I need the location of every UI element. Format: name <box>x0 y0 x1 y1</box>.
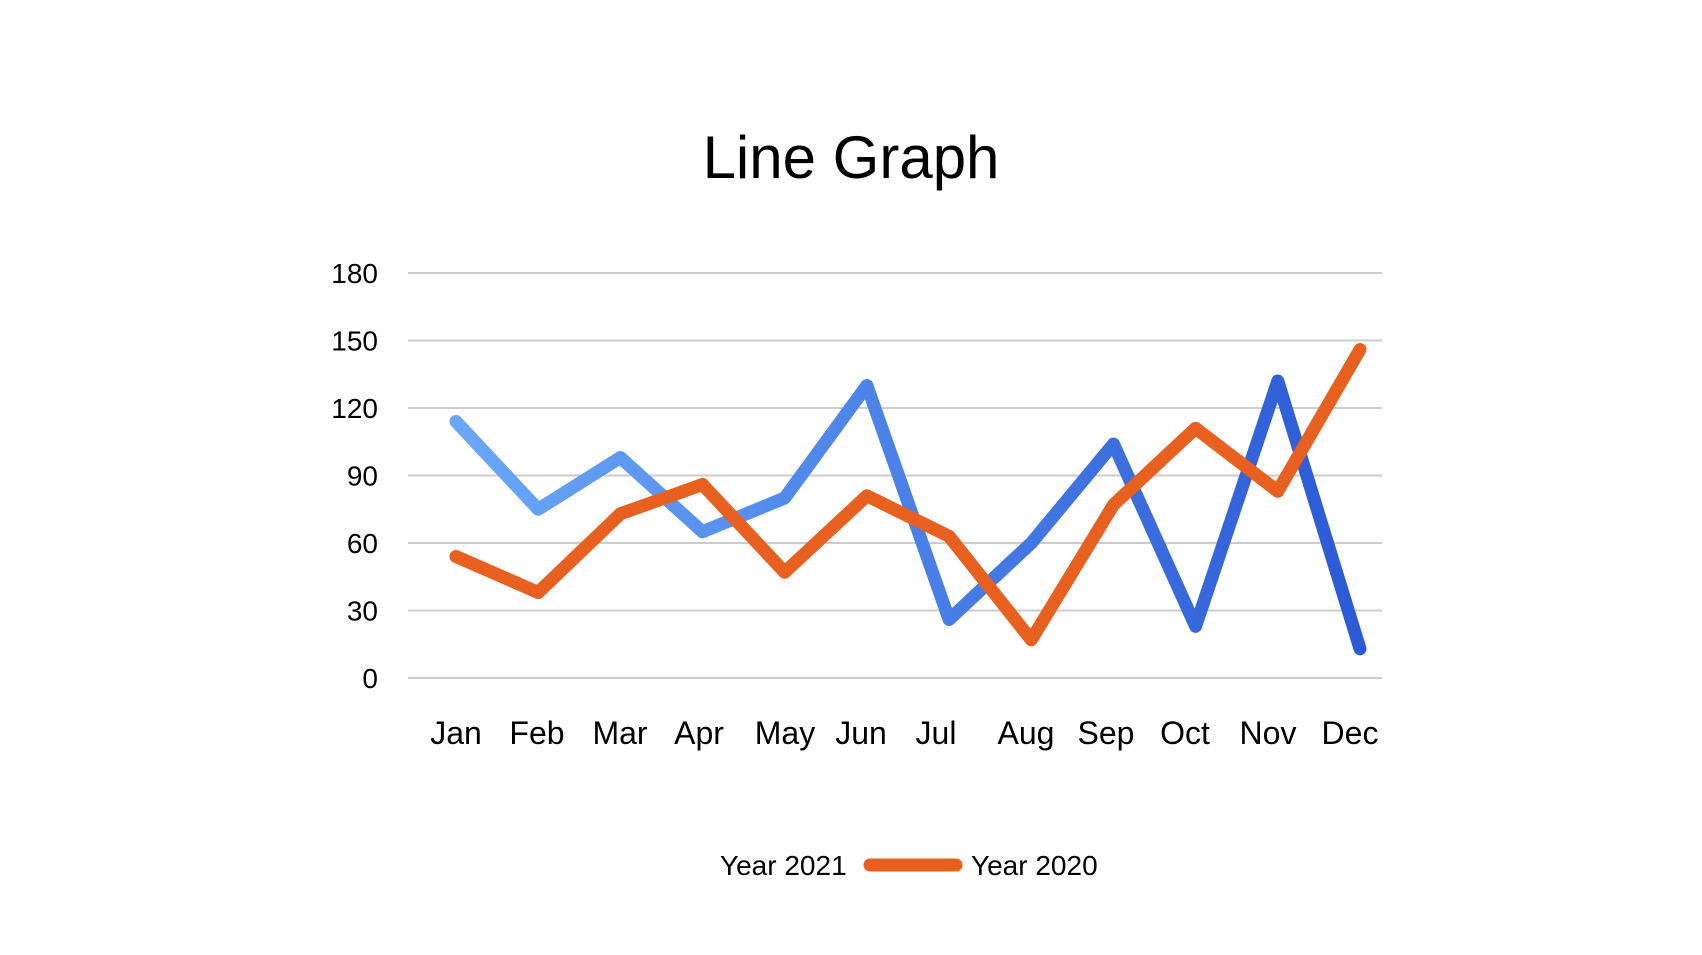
x-tick-label: May <box>755 715 815 751</box>
y-tick-label: 150 <box>331 326 378 357</box>
chart-title: Line Graph <box>703 124 1000 191</box>
series-lines <box>449 343 1367 656</box>
x-tick-label: Jun <box>835 715 887 751</box>
series-line-year-2021 <box>449 374 1367 656</box>
x-tick-label: Dec <box>1322 715 1379 751</box>
x-tick-label: Oct <box>1160 715 1210 751</box>
x-tick-label: Apr <box>674 715 724 751</box>
y-tick-label: 180 <box>331 258 378 289</box>
x-tick-label: Mar <box>592 715 647 751</box>
y-tick-label: 120 <box>331 393 378 424</box>
x-axis-ticks: Jan Feb Mar Apr May Jun Jul Aug Sep Oct Nov Dec <box>430 715 1378 751</box>
legend: Year 2021 Year 2020 <box>598 850 1098 881</box>
x-tick-label: Nov <box>1240 715 1297 751</box>
x-tick-label: Aug <box>998 715 1055 751</box>
x-tick-label: Feb <box>509 715 564 751</box>
x-tick-label: Jan <box>430 715 482 751</box>
y-tick-label: 0 <box>362 663 378 694</box>
legend-label-year-2021: Year 2021 <box>720 850 847 881</box>
x-tick-label: Jul <box>916 715 957 751</box>
x-tick-label: Sep <box>1078 715 1135 751</box>
legend-label-year-2020: Year 2020 <box>971 850 1098 881</box>
y-tick-label: 30 <box>347 596 378 627</box>
gridlines <box>408 272 1382 679</box>
series-line-year-2020 <box>449 343 1367 647</box>
y-tick-label: 60 <box>347 528 378 559</box>
y-axis-ticks: 0 30 60 90 120 150 180 <box>331 258 378 694</box>
y-tick-label: 90 <box>347 461 378 492</box>
